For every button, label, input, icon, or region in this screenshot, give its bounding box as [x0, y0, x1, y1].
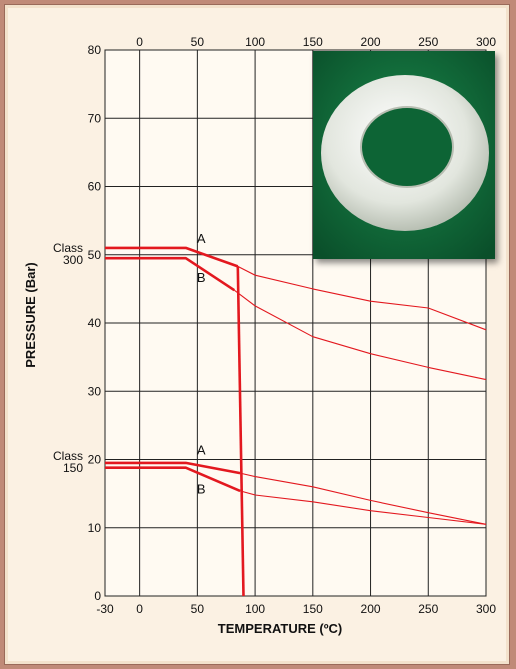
y-tick-label: 0 [94, 589, 101, 603]
x-tick-label-bottom: 200 [361, 602, 381, 616]
x-tick-label-bottom: 250 [418, 602, 438, 616]
series-line [237, 265, 487, 331]
curve-letter: A [197, 442, 206, 457]
series-line [239, 472, 487, 525]
curve-letter: B [197, 270, 206, 285]
x-tick-label-top: 0 [136, 35, 143, 49]
x-tick-label-top: 200 [361, 35, 381, 49]
curve-letter: B [197, 481, 206, 496]
series-layer [105, 246, 487, 597]
class-label: Class [53, 241, 83, 255]
x-tick-label-bottom: 300 [476, 602, 496, 616]
x-tick-label-top: 150 [303, 35, 323, 49]
y-tick-label: 30 [88, 384, 102, 398]
series-line [239, 490, 487, 525]
x-tick-label-bottom: 150 [303, 602, 323, 616]
y-tick-label: 70 [88, 111, 102, 125]
y-axis-title: PRESSURE (Bar) [23, 262, 38, 367]
chart-frame: -30 0 50 100 150 200 250 300 0 50 100 150 200 250 300 0… [4, 4, 510, 665]
x-axis-title: TEMPERATURE (ºC) [218, 621, 342, 636]
x-tick-label-bottom: 50 [191, 602, 205, 616]
x-tick-label-bottom: 0 [136, 602, 143, 616]
x-tick-label-top: 50 [191, 35, 205, 49]
x-tick-label-top: 300 [476, 35, 496, 49]
series-line [105, 466, 241, 493]
series-line [105, 461, 241, 475]
series-line [233, 289, 487, 381]
y-tick-label: 20 [88, 453, 102, 467]
x-tick-label-top: 250 [418, 35, 438, 49]
y-tick-label: 10 [88, 521, 102, 535]
class-label: 300 [63, 253, 83, 267]
y-tick-label: 60 [88, 180, 102, 194]
x-tick-label-top: 100 [245, 35, 265, 49]
series-line [105, 246, 239, 268]
curve-letter: A [197, 231, 206, 246]
series-line [236, 266, 245, 597]
gasket-ring-photo [313, 51, 495, 259]
series-line [105, 256, 236, 292]
y-tick-label: 50 [88, 248, 102, 262]
class-label: Class [53, 449, 83, 463]
class-label: 150 [63, 461, 83, 475]
y-tick-label: 40 [88, 316, 102, 330]
x-tick-label-bottom: -30 [96, 602, 114, 616]
y-tick-label: 80 [88, 43, 102, 57]
x-tick-label-bottom: 100 [245, 602, 265, 616]
